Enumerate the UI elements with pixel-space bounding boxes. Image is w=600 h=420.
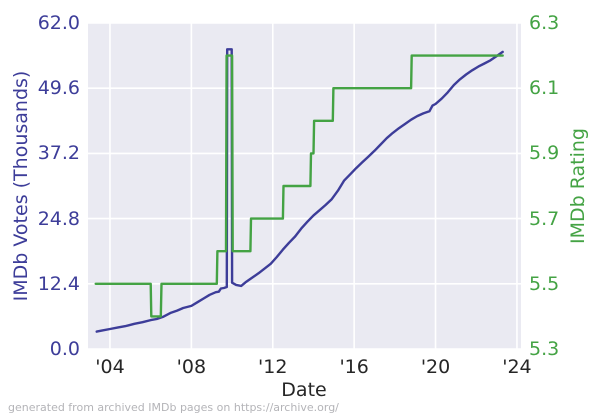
y-tick-right: 5.3 [529,338,560,360]
y-tick-left: 62.0 [37,12,80,34]
x-tick: '20 [420,356,451,378]
y-tick-left: 12.4 [37,272,80,295]
y-tick-right: 6.1 [529,77,560,100]
plot-area [88,23,521,349]
y-axis-left-label: IMDb Votes (Thousands) [10,70,32,302]
x-tick: '12 [258,356,288,378]
x-tick: '16 [339,356,369,378]
y-tick-right: 5.9 [529,142,560,165]
y-tick-left: 0.0 [49,338,80,360]
y-tick-left: 24.8 [37,207,80,230]
x-tick: '08 [176,356,207,378]
y-tick-right: 6.3 [529,12,560,34]
rating-line [94,54,504,318]
chart-canvas [88,23,521,349]
y-tick-left: 37.2 [37,142,80,165]
y-tick-right: 5.7 [529,207,560,230]
y-tick-left: 49.6 [37,77,80,100]
x-tick: '24 [502,356,532,378]
x-axis-label: Date [281,379,327,401]
y-axis-right-label: IMDb Rating [567,128,589,244]
x-tick: '04 [95,356,125,378]
votes-line [95,48,504,333]
footer-credit: generated from archived IMDb pages on ht… [8,401,339,414]
y-tick-right: 5.5 [529,272,560,295]
